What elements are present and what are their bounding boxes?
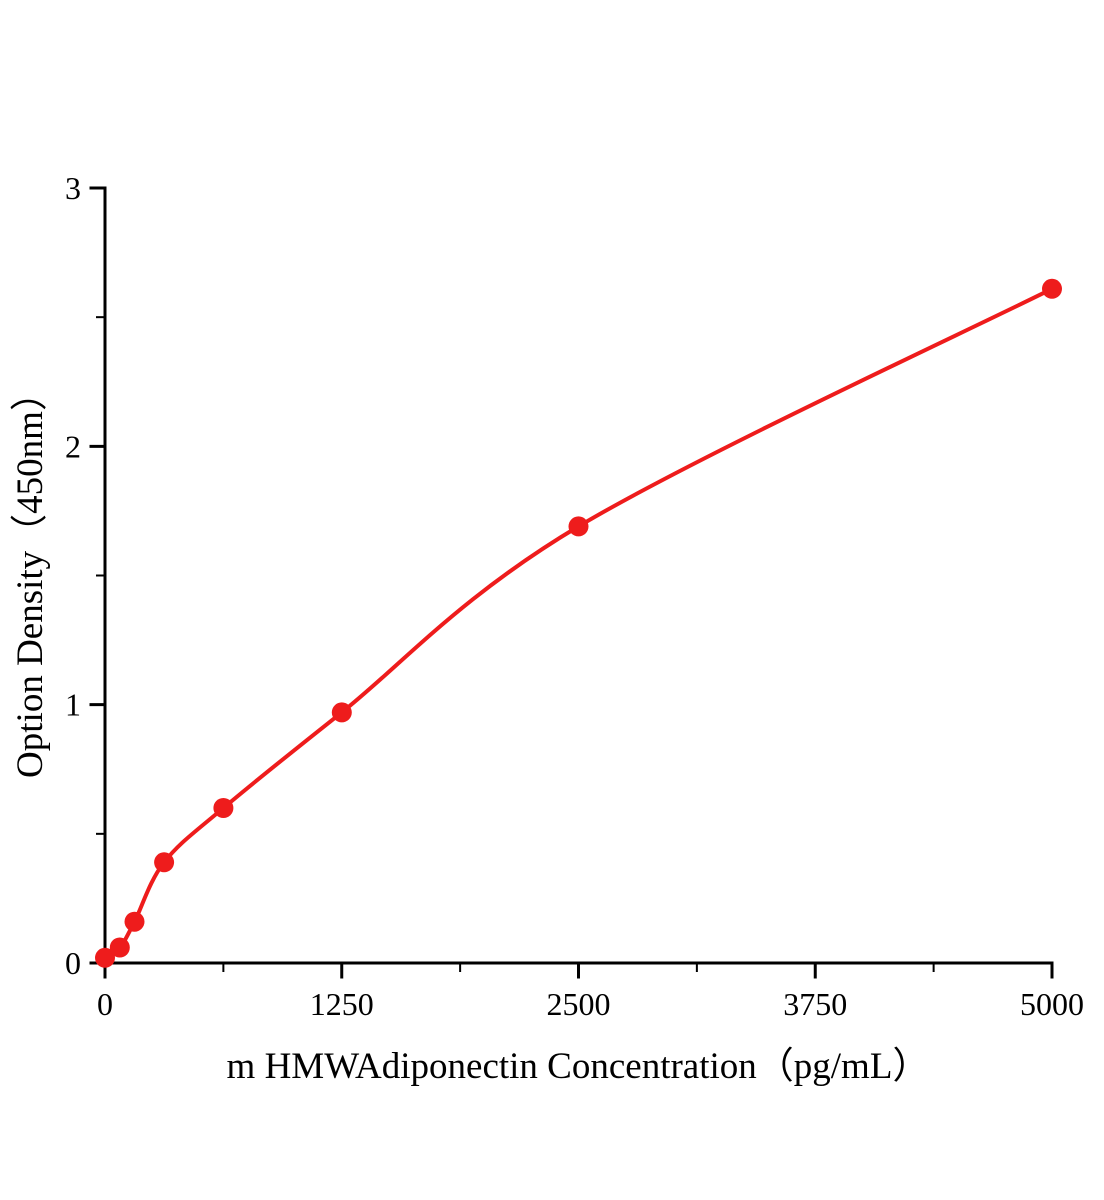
data-point (124, 911, 145, 932)
x-axis-title: m HMWAdiponectin Concentration（pg/mL） (227, 1046, 930, 1087)
fit-curve (103, 286, 1054, 960)
y-tick-label: 3 (65, 170, 81, 206)
x-tick-label: 0 (97, 986, 113, 1022)
data-points (95, 278, 1062, 968)
axis-labels: m HMWAdiponectin Concentration（pg/mL） Op… (10, 374, 929, 1087)
x-tick-label: 3750 (783, 986, 847, 1022)
data-point (568, 516, 589, 537)
x-tick-label: 5000 (1020, 986, 1084, 1022)
fit-curve-path (103, 286, 1054, 960)
data-point (331, 702, 352, 723)
x-tick-label: 2500 (547, 986, 611, 1022)
y-tick-label: 0 (65, 945, 81, 981)
data-point (213, 798, 234, 818)
data-point (95, 947, 115, 968)
data-point (109, 937, 130, 958)
axes: 0 1250 2500 3750 5000 0 1 2 3 (65, 170, 1084, 1022)
data-point (154, 852, 175, 873)
y-tick-label: 2 (65, 428, 81, 464)
data-point (1042, 278, 1062, 299)
y-axis-title: Option Density（450nm） (10, 374, 51, 778)
x-tick-label: 1250 (310, 986, 374, 1022)
y-tick-label: 1 (65, 687, 81, 723)
